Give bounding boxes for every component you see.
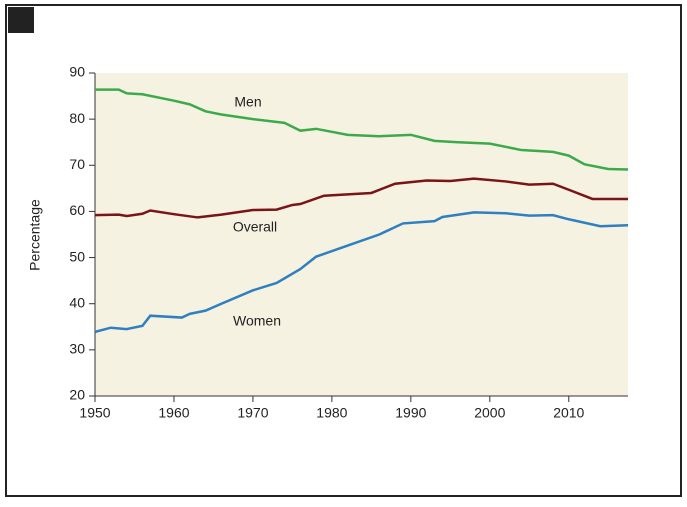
x-tick-label: 1970 <box>237 405 268 421</box>
series-label: Men <box>234 94 261 110</box>
y-axis-label: Percentage <box>27 199 43 271</box>
y-tick-label: 90 <box>69 64 85 80</box>
series-label: Women <box>233 313 281 329</box>
series-line <box>94 211 629 334</box>
series-line <box>95 88 629 171</box>
y-tick-label: 20 <box>69 387 85 403</box>
x-tick-label: 1980 <box>316 405 347 421</box>
plot-area <box>95 73 628 396</box>
x-tick-label: 1950 <box>79 405 110 421</box>
y-tick-label: 80 <box>69 110 85 126</box>
corner-badge <box>8 7 34 33</box>
y-tick-label: 40 <box>69 294 85 310</box>
x-tick-label: 1990 <box>395 405 426 421</box>
y-tick-label: 50 <box>69 248 85 264</box>
y-tick-label: 30 <box>69 341 85 357</box>
y-tick-label: 70 <box>69 156 85 172</box>
series-line <box>94 177 628 219</box>
y-tick-label: 60 <box>69 202 85 218</box>
x-tick-label: 2000 <box>474 405 505 421</box>
series-label: Overall <box>233 219 277 235</box>
x-tick-label: 2010 <box>553 405 584 421</box>
x-tick-label: 1960 <box>158 405 189 421</box>
